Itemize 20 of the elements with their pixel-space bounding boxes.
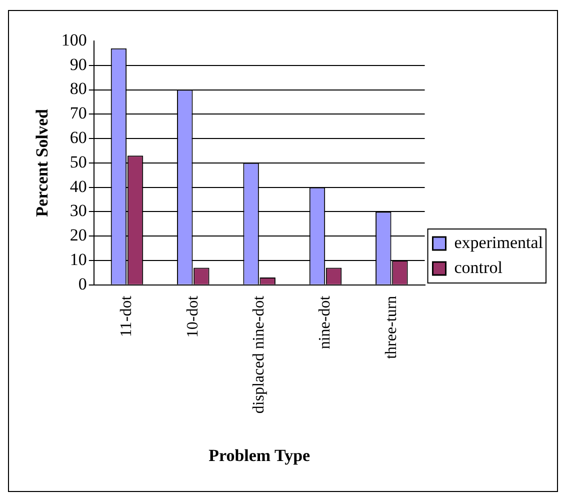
y-tick-label: 70 [70, 104, 87, 123]
y-axis-title: Percent Solved [32, 108, 52, 217]
y-tick-label: 20 [70, 226, 87, 245]
y-tick-label: 80 [70, 79, 87, 98]
y-tick-label: 40 [70, 176, 87, 196]
y-tick-label: 100 [61, 30, 87, 50]
x-tick-label: displaced nine-dot [250, 295, 268, 414]
x-tick-label: 10-dot [184, 295, 202, 338]
y-tick-label: 50 [70, 152, 87, 172]
y-tick-label: 60 [70, 128, 87, 148]
y-tick-label: 90 [70, 54, 87, 74]
y-tick-label: 10 [70, 250, 87, 269]
legend-label: experimental [454, 232, 544, 252]
y-tick-label: 0 [78, 274, 87, 294]
x-axis-title: Problem Type [208, 446, 311, 466]
x-tick-label: 11-dot [118, 295, 136, 338]
x-tick-label: nine-dot [316, 295, 334, 350]
y-tick-label: 30 [70, 201, 87, 220]
x-tick-label: three-turn [382, 296, 400, 359]
legend-label: control [454, 258, 503, 277]
